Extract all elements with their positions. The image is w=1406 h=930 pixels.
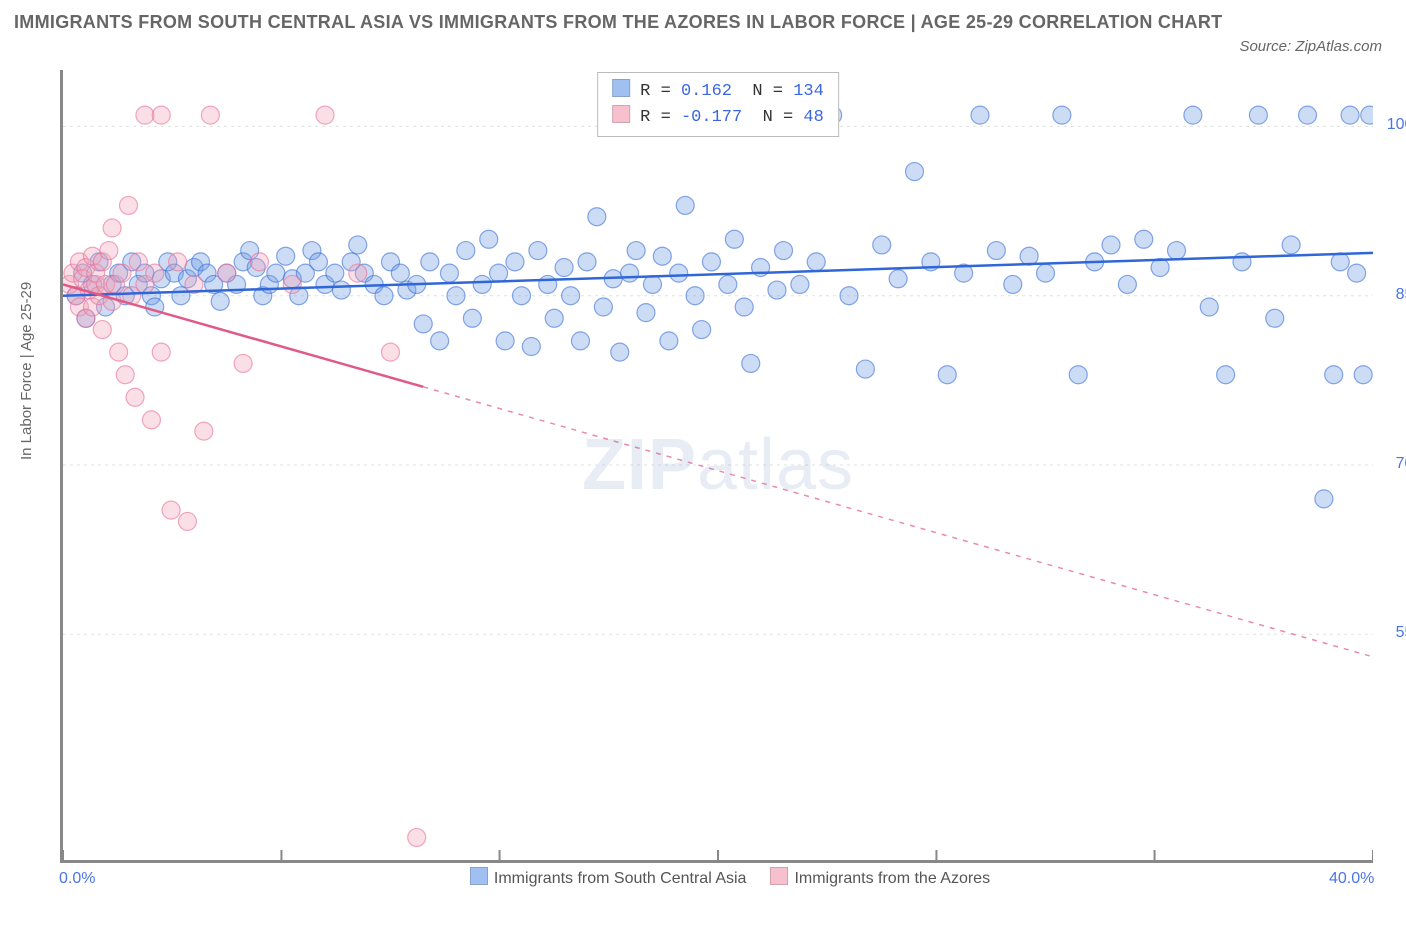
- y-axis-label: In Labor Force | Age 25-29: [18, 282, 35, 460]
- y-tick-label: 70.0%: [1396, 455, 1406, 473]
- y-tick-label: 85.0%: [1396, 286, 1406, 304]
- plot-area: ZIPatlas R = 0.162 N = 134R = -0.177 N =…: [60, 70, 1373, 863]
- y-tick-label: 100.0%: [1387, 116, 1406, 134]
- chart-title: IMMIGRANTS FROM SOUTH CENTRAL ASIA VS IM…: [14, 10, 1286, 35]
- y-tick-label: 55.0%: [1396, 624, 1406, 642]
- legend: Immigrants from South Central AsiaImmigr…: [63, 867, 1373, 888]
- chart-svg: [63, 70, 1373, 860]
- stats-box: R = 0.162 N = 134R = -0.177 N = 48: [597, 72, 839, 137]
- source-label: Source: ZipAtlas.com: [1239, 38, 1382, 55]
